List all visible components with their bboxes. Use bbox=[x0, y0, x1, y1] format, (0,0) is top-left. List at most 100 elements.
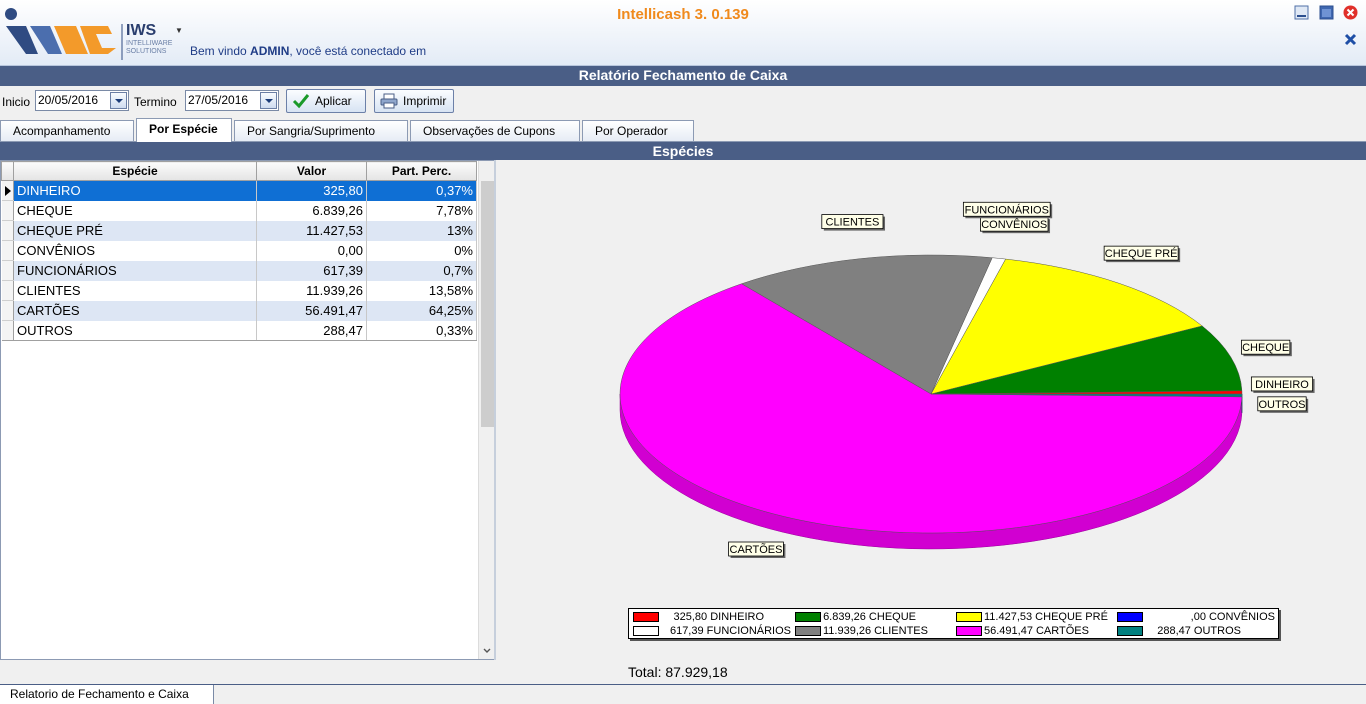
termino-date-input[interactable]: 27/05/2016 bbox=[185, 90, 279, 111]
table-row[interactable]: CLIENTES 11.939,26 13,58% bbox=[1, 280, 477, 301]
inicio-date-dropdown-icon[interactable] bbox=[110, 92, 127, 109]
cell-valor[interactable]: 617,39 bbox=[256, 260, 367, 281]
table-row[interactable]: DINHEIRO 325,80 0,37% bbox=[1, 180, 477, 201]
inicio-label: Inicio bbox=[2, 95, 31, 109]
cell-valor[interactable]: 325,80 bbox=[256, 180, 367, 201]
legend-item-funcionarios: 617,39 FUNCIONÁRIOS bbox=[633, 625, 793, 638]
cell-perc[interactable]: 0,33% bbox=[366, 320, 477, 341]
row-selected-arrow-icon bbox=[4, 186, 11, 196]
cell-especie[interactable]: CARTÕES bbox=[13, 300, 257, 321]
legend-swatch bbox=[1117, 612, 1143, 622]
close-report-icon[interactable] bbox=[1343, 32, 1358, 47]
pie-label-outros: OUTROS bbox=[1257, 396, 1309, 413]
legend-item-dinheiro: 325,80 DINHEIRO bbox=[633, 611, 793, 624]
table-row[interactable]: CONVÊNIOS 0,00 0% bbox=[1, 240, 477, 261]
cell-perc[interactable]: 7,78% bbox=[366, 200, 477, 221]
print-button[interactable]: Imprimir bbox=[374, 89, 454, 113]
pie-label-cartões: CARTÕES bbox=[728, 541, 786, 558]
cell-valor[interactable]: 56.491,47 bbox=[256, 300, 367, 321]
termino-date-dropdown-icon[interactable] bbox=[260, 92, 277, 109]
panel-splitter[interactable] bbox=[494, 160, 496, 660]
cell-perc[interactable]: 13% bbox=[366, 220, 477, 241]
table-row[interactable]: CARTÕES 56.491,47 64,25% bbox=[1, 300, 477, 321]
printer-icon bbox=[380, 93, 398, 109]
cell-especie[interactable]: CHEQUE bbox=[13, 200, 257, 221]
pie-slice-outros[interactable] bbox=[930, 393, 1243, 398]
legend-swatch bbox=[795, 626, 821, 636]
logo-subtitle: INTELLIWARE SOLUTIONS bbox=[126, 40, 173, 55]
svg-text:CLIENTES: CLIENTES bbox=[826, 217, 880, 229]
pie-slice-cheque pré[interactable] bbox=[930, 258, 1203, 395]
svg-text:CHEQUE: CHEQUE bbox=[1242, 342, 1289, 354]
pie-slice-clientes[interactable] bbox=[740, 254, 993, 395]
grid-vertical-scrollbar[interactable] bbox=[478, 161, 495, 659]
cell-especie[interactable]: FUNCIONÁRIOS bbox=[13, 260, 257, 281]
cell-perc[interactable]: 13,58% bbox=[366, 280, 477, 301]
minimize-icon[interactable] bbox=[1294, 5, 1309, 20]
pie-label-clientes: CLIENTES bbox=[821, 214, 886, 231]
chart-total: Total: 87.929,18 bbox=[628, 664, 728, 680]
cell-valor[interactable]: 288,47 bbox=[256, 320, 367, 341]
especies-chart-area: DINHEIRO CHEQUE CHEQUE PRÉ CONVÊNIOS FUNCION… bbox=[496, 160, 1366, 684]
app-header: IWS INTELLIWARE SOLUTIONS ▼ Bem vindo AD… bbox=[0, 0, 1366, 66]
logo-text: IWS bbox=[126, 22, 157, 39]
tab-por-especie[interactable]: Por Espécie bbox=[136, 118, 232, 142]
pie-label-cheque: CHEQUE bbox=[1241, 339, 1292, 357]
cell-especie[interactable]: CHEQUE PRÉ bbox=[13, 220, 257, 241]
cell-especie[interactable]: DINHEIRO bbox=[13, 180, 257, 201]
legend-item-convenios: ,00 CONVÊNIOS bbox=[1117, 611, 1277, 624]
row-indicator bbox=[1, 260, 14, 281]
document-tab[interactable]: Relatorio de Fechamento e Caixa bbox=[0, 685, 214, 704]
welcome-message: Bem vindo ADMIN, você está conectado em bbox=[190, 44, 427, 58]
row-indicator bbox=[1, 180, 14, 201]
legend-item-cartoes: 56.491,47 CARTÕES bbox=[956, 625, 1116, 638]
pie-slice-cheque[interactable] bbox=[930, 325, 1243, 395]
cell-valor[interactable]: 0,00 bbox=[256, 240, 367, 261]
legend-swatch bbox=[633, 626, 659, 636]
menu-dropdown-icon[interactable]: ▼ bbox=[175, 26, 183, 35]
cell-perc[interactable]: 64,25% bbox=[366, 300, 477, 321]
scroll-down-icon[interactable] bbox=[483, 647, 491, 655]
scrollbar-thumb[interactable] bbox=[481, 181, 494, 427]
pie-slice-cartões[interactable] bbox=[619, 283, 1243, 534]
table-row[interactable]: FUNCIONÁRIOS 617,39 0,7% bbox=[1, 260, 477, 281]
row-indicator-header bbox=[1, 161, 14, 181]
row-indicator bbox=[1, 240, 14, 261]
table-header-row: Espécie Valor Part. Perc. bbox=[1, 161, 477, 181]
table-row[interactable]: OUTROS 288,47 0,33% bbox=[1, 320, 477, 341]
close-window-icon[interactable] bbox=[1343, 5, 1358, 20]
tab-por-operador[interactable]: Por Operador bbox=[582, 120, 694, 141]
inicio-date-input[interactable]: 20/05/2016 bbox=[35, 90, 129, 111]
cell-valor[interactable]: 6.839,26 bbox=[256, 200, 367, 221]
cell-perc[interactable]: 0% bbox=[366, 240, 477, 261]
cell-perc[interactable]: 0,37% bbox=[366, 180, 477, 201]
legend-swatch bbox=[956, 626, 982, 636]
cell-especie[interactable]: OUTROS bbox=[13, 320, 257, 341]
tab-divider bbox=[0, 141, 1366, 142]
column-header-especie[interactable]: Espécie bbox=[13, 161, 257, 181]
column-header-valor[interactable]: Valor bbox=[256, 161, 367, 181]
legend-item-clientes: 11.939,26 CLIENTES bbox=[795, 625, 955, 638]
apply-button[interactable]: Aplicar bbox=[286, 89, 366, 113]
filter-bar: Inicio 20/05/2016 Termino 27/05/2016 Apl… bbox=[0, 88, 1366, 114]
cell-valor[interactable]: 11.427,53 bbox=[256, 220, 367, 241]
cell-valor[interactable]: 11.939,26 bbox=[256, 280, 367, 301]
column-header-perc[interactable]: Part. Perc. bbox=[366, 161, 477, 181]
especies-grid: Espécie Valor Part. Perc. DINHEIRO 325,8… bbox=[0, 160, 495, 660]
cell-especie[interactable]: CONVÊNIOS bbox=[13, 240, 257, 261]
tab-observacoes-cupons[interactable]: Observações de Cupons bbox=[410, 120, 580, 141]
svg-text:CARTÕES: CARTÕES bbox=[730, 543, 783, 556]
cell-perc[interactable]: 0,7% bbox=[366, 260, 477, 281]
report-title: Relatório Fechamento de Caixa bbox=[0, 66, 1366, 86]
legend-swatch bbox=[1117, 626, 1143, 636]
tab-acompanhamento[interactable]: Acompanhamento bbox=[0, 120, 134, 141]
tab-por-sangria-suprimento[interactable]: Por Sangria/Suprimento bbox=[234, 120, 408, 141]
chart-legend: 325,80 DINHEIRO 6.839,26 CHEQUE 11.427,5… bbox=[628, 608, 1279, 639]
svg-text:DINHEIRO: DINHEIRO bbox=[1255, 379, 1309, 391]
row-indicator bbox=[1, 220, 14, 241]
table-row[interactable]: CHEQUE 6.839,26 7,78% bbox=[1, 200, 477, 221]
table-row[interactable]: CHEQUE PRÉ 11.427,53 13% bbox=[1, 220, 477, 241]
svg-text:CHEQUE PRÉ: CHEQUE PRÉ bbox=[1105, 247, 1178, 260]
maximize-icon[interactable] bbox=[1319, 5, 1334, 20]
cell-especie[interactable]: CLIENTES bbox=[13, 280, 257, 301]
